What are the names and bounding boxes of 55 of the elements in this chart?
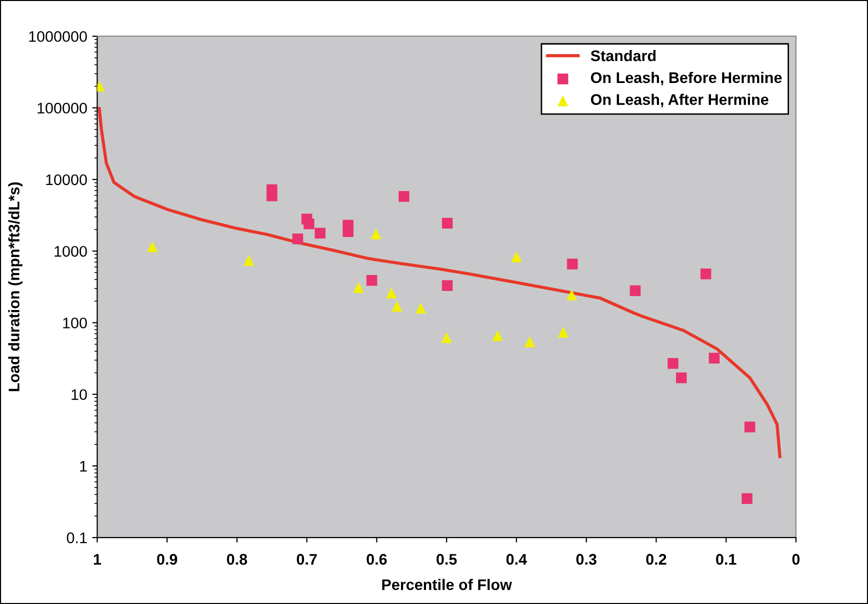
point: [700, 268, 712, 280]
x-tick-label: 0: [792, 554, 800, 565]
point: [558, 326, 569, 338]
point: [630, 285, 641, 296]
point: [566, 289, 578, 300]
x-axis-title: Percentile of Flow: [382, 578, 512, 590]
x-tick-label: 0.5: [436, 554, 457, 565]
point: [441, 332, 452, 343]
point: [492, 330, 503, 342]
y-tick-label: 10: [72, 389, 87, 400]
x-tick-label: 0.3: [576, 554, 596, 565]
legend-label: On Leash, After Hermine: [590, 94, 768, 108]
point: [524, 336, 536, 348]
x-tick-label: 1: [94, 554, 102, 565]
x-tick-label: 0.2: [646, 554, 666, 565]
point: [266, 190, 278, 202]
point: [366, 275, 378, 286]
x-tick-label: 0.6: [366, 554, 387, 565]
point: [314, 228, 326, 239]
x-tick-label: 0.9: [157, 554, 178, 565]
x-tick-label: 0.7: [296, 554, 317, 565]
y-tick-label: 100000: [38, 102, 87, 114]
point: [668, 358, 678, 369]
point: [415, 302, 426, 314]
point: [392, 300, 402, 312]
point: [147, 241, 158, 252]
point: [744, 422, 756, 432]
point: [442, 218, 453, 229]
point: [353, 282, 364, 293]
point: [342, 226, 354, 237]
x-tick-label: 0.8: [226, 554, 248, 565]
y-tick-label: 1000: [54, 246, 87, 257]
point: [292, 234, 304, 244]
point: [442, 280, 453, 291]
y-tick-label: 1000000: [29, 31, 87, 42]
x-tick-label: 0.1: [716, 554, 736, 565]
point: [742, 493, 752, 504]
point: [243, 255, 254, 266]
y-tick-label: 10000: [46, 174, 87, 186]
point: [386, 288, 397, 298]
y-tick-label: 100: [63, 318, 87, 328]
y-tick-label: 1: [80, 460, 87, 472]
point: [370, 228, 382, 240]
point: [304, 218, 314, 230]
point: [566, 258, 578, 270]
line-series: [98, 106, 782, 458]
point: [676, 372, 687, 384]
x-tick-label: 0.4: [506, 554, 527, 565]
point: [708, 352, 720, 364]
y-axis-title: Load duration (mpn*ft3/dL*s): [8, 182, 22, 392]
legend-label: On Leash, Before Hermine: [590, 72, 782, 86]
point: [398, 191, 410, 202]
point: [511, 252, 522, 262]
legend-label: Standard: [590, 50, 656, 62]
y-tick-label: 0.1: [66, 532, 87, 544]
